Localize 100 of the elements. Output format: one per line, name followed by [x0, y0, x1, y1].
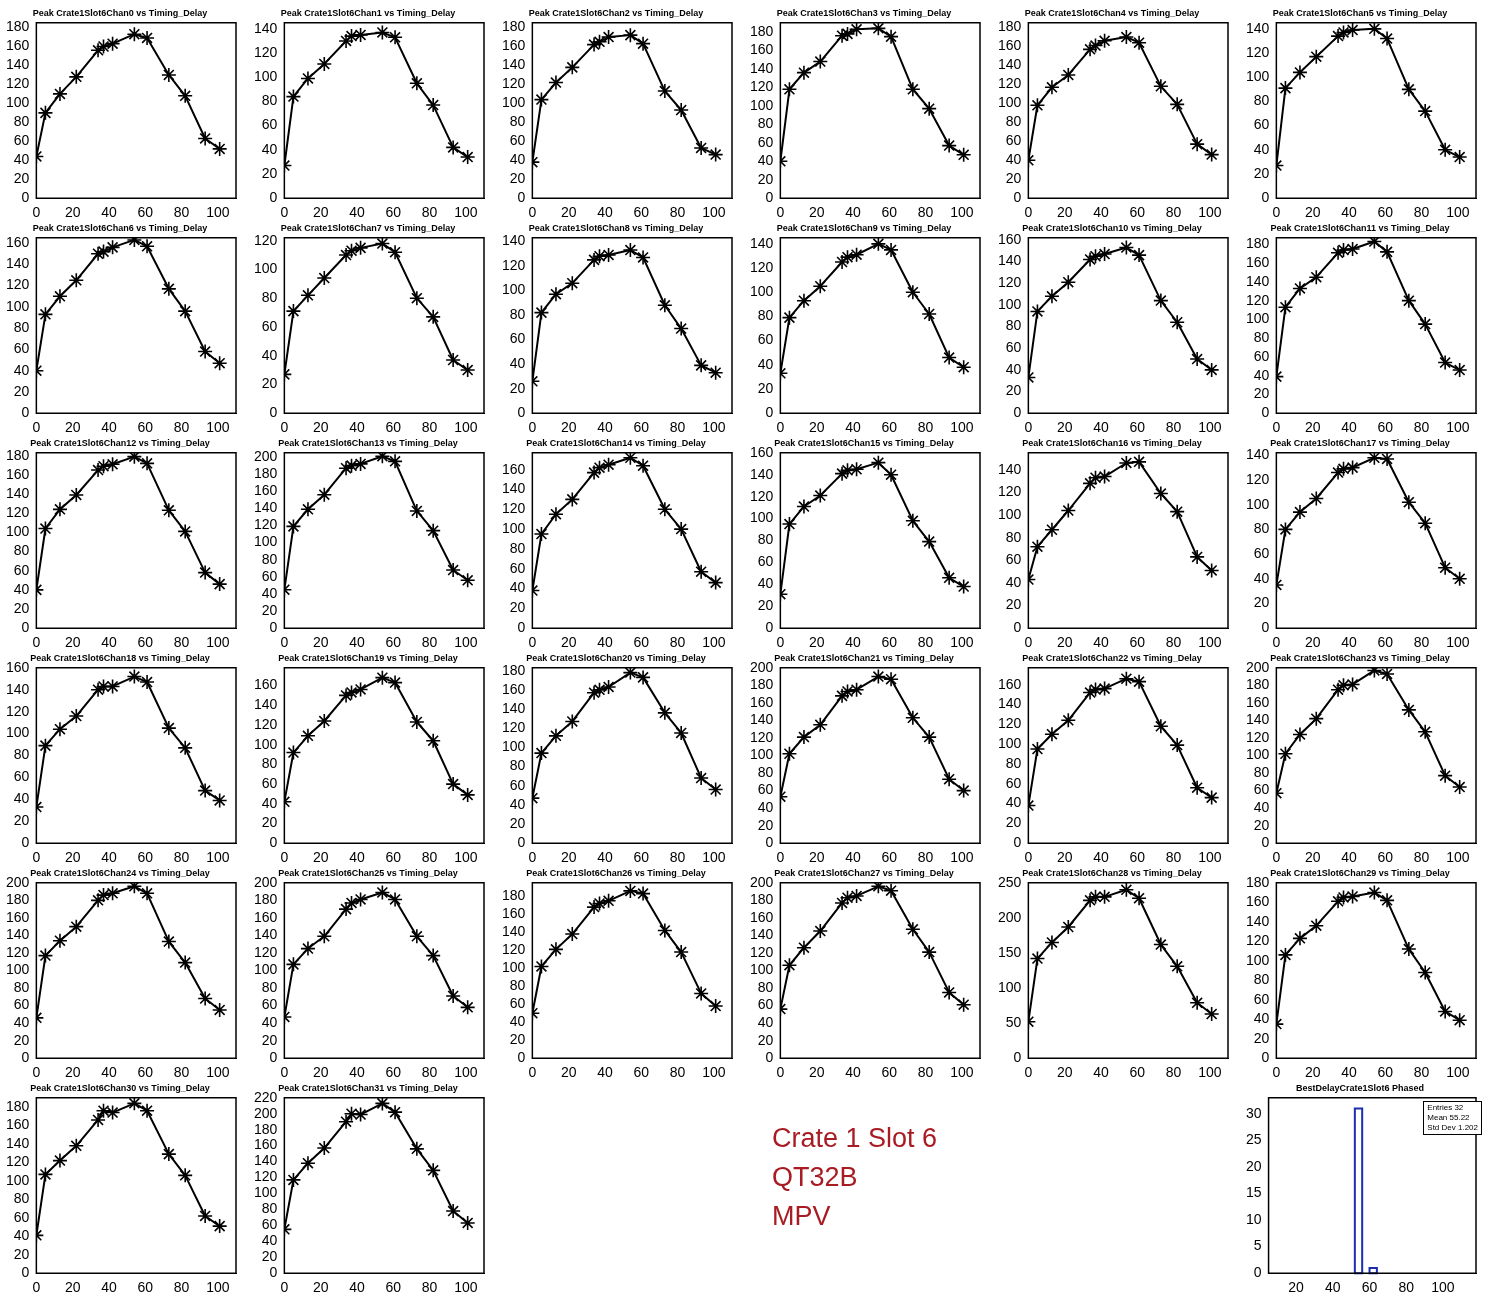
x-tick-label: 100	[454, 204, 478, 221]
y-tick-label: 60	[261, 996, 278, 1013]
y-tick-label: 5	[1253, 1237, 1262, 1254]
point	[1330, 464, 1346, 481]
x-tick-label: 40	[597, 849, 613, 866]
point	[834, 895, 850, 911]
point	[657, 922, 673, 939]
y-tick-label: 100	[998, 734, 1022, 751]
y-tick-label: 40	[261, 140, 278, 157]
x-tick-label: 20	[64, 419, 81, 436]
point	[1087, 248, 1104, 265]
y-tick-label: 0	[1013, 619, 1022, 636]
x-tick-label: 0	[280, 419, 289, 436]
y-tick-label: 200	[750, 658, 774, 675]
y-tick-label: 140	[6, 56, 30, 73]
point	[834, 688, 850, 704]
x-tick-label: 80	[917, 419, 934, 436]
x-tick-label: 0	[280, 1279, 289, 1296]
y-tick-label: 120	[502, 500, 526, 517]
point	[52, 501, 68, 518]
y-tick-label: 80	[509, 757, 526, 774]
point	[104, 35, 121, 52]
y-tick-label: 140	[254, 499, 278, 516]
x-tick-label: 60	[1377, 204, 1394, 221]
x-tick-label: 40	[349, 849, 365, 866]
x-tick-label: 100	[702, 419, 726, 436]
y-tick-label: 20	[1253, 1029, 1270, 1046]
y-tick-label: 100	[1246, 746, 1270, 763]
point	[834, 27, 850, 44]
point	[781, 516, 798, 532]
point	[425, 309, 441, 325]
x-tick-label: 60	[881, 419, 898, 436]
x-tick-label: 100	[1198, 1064, 1222, 1081]
point	[812, 717, 829, 733]
point	[796, 729, 812, 745]
point	[1153, 485, 1169, 502]
y-tick-label: 140	[6, 926, 30, 943]
point	[459, 149, 476, 165]
point	[126, 452, 143, 465]
point	[839, 249, 856, 265]
point	[1417, 103, 1433, 119]
point	[177, 303, 193, 319]
point	[1029, 303, 1046, 320]
x-tick-label: 40	[1341, 419, 1357, 436]
y-tick-label: 60	[13, 996, 30, 1013]
x-tick-label: 80	[669, 204, 686, 221]
y-tick-label: 180	[502, 18, 526, 35]
point	[197, 990, 213, 1007]
x-tick-label: 100	[950, 634, 974, 651]
text: QT32B	[772, 1161, 859, 1194]
x-tick-label: 100	[950, 419, 974, 436]
y-tick-label: 100	[6, 724, 30, 741]
point	[338, 247, 354, 263]
y-tick-label: 200	[254, 1104, 278, 1121]
y-tick-label: 100	[502, 94, 526, 111]
y-tick-label: 180	[998, 18, 1022, 35]
point	[95, 243, 112, 260]
y-tick-label: 0	[517, 619, 526, 636]
point	[300, 1155, 316, 1171]
y-tick-label: 140	[1246, 711, 1270, 728]
point	[796, 292, 812, 309]
point	[673, 725, 689, 741]
x-tick-label: 40	[845, 204, 861, 221]
y-tick-label: 100	[1246, 68, 1270, 85]
point	[1401, 494, 1417, 511]
x-tick-label: 0	[1272, 634, 1281, 651]
y-tick-label: 20	[261, 814, 278, 831]
point	[1029, 741, 1046, 757]
y-tick-label: 40	[1005, 151, 1022, 168]
point	[1417, 515, 1433, 532]
point	[387, 674, 403, 691]
y-tick-label: 40	[261, 1232, 278, 1249]
y-tick-label: 80	[261, 978, 278, 995]
x-tick-label: 80	[917, 1064, 934, 1081]
point	[1087, 469, 1104, 486]
y-tick-label: 40	[509, 1013, 526, 1030]
x-tick-label: 40	[1093, 204, 1109, 221]
x-tick-label: 80	[173, 419, 190, 436]
x-tick-label: 60	[633, 419, 650, 436]
x-tick-label: 80	[917, 849, 934, 866]
y-tick-label: 40	[1253, 140, 1270, 157]
point	[1451, 570, 1468, 587]
y-tick-label: 80	[1253, 92, 1270, 109]
point	[635, 669, 651, 686]
x-tick-label: 20	[312, 1279, 329, 1296]
point	[600, 456, 617, 473]
x-tick-label: 80	[173, 849, 190, 866]
y-tick-label: 180	[6, 891, 30, 908]
x-tick-label: 80	[1413, 1064, 1430, 1081]
x-tick-label: 40	[1341, 1064, 1357, 1081]
y-tick-label: 0	[269, 189, 278, 206]
point	[848, 461, 865, 478]
x-tick-label: 40	[1341, 849, 1357, 866]
point	[1335, 889, 1352, 906]
y-tick-label: 60	[1253, 781, 1270, 798]
y-tick-label: 100	[254, 533, 278, 550]
y-tick-label: 0	[21, 1049, 30, 1066]
point	[1060, 67, 1077, 83]
chart-title: Peak Crate1Slot6Chan29 vs Timing_Delay	[1270, 867, 1450, 878]
y-tick-label: 60	[261, 774, 278, 791]
